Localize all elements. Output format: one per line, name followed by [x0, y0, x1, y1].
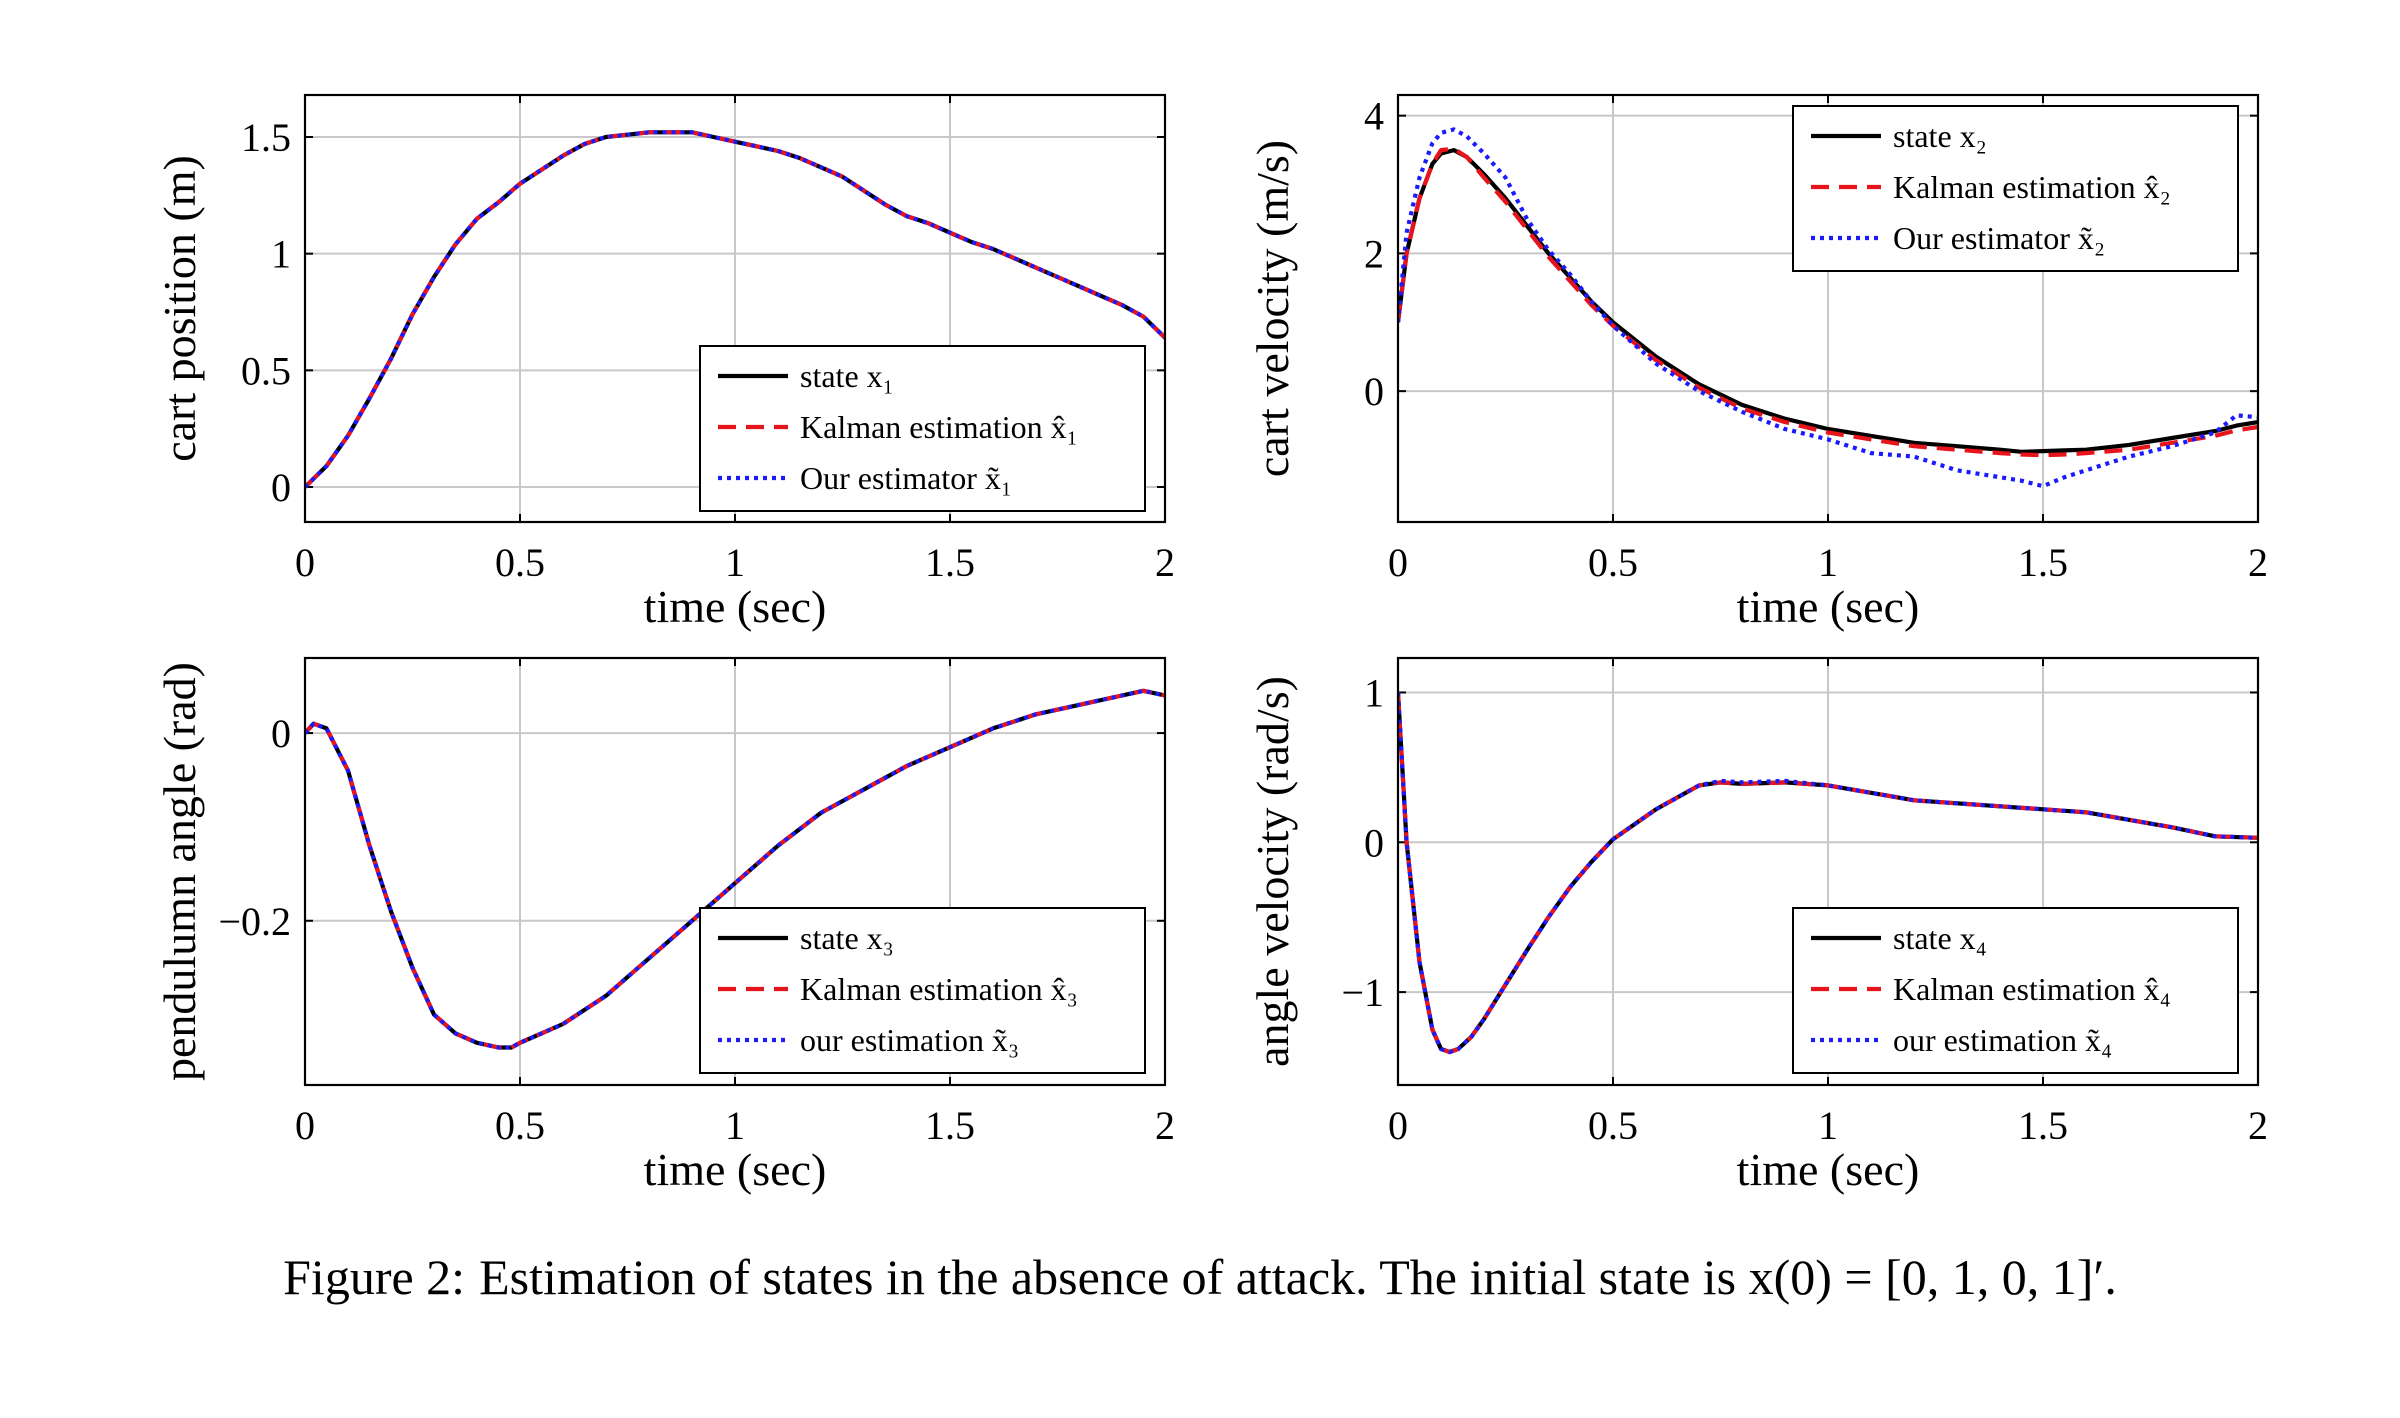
- x-axis-label: time (sec): [1737, 1144, 1920, 1195]
- x-tick-label: 0.5: [495, 1103, 545, 1148]
- x-tick-label: 0.5: [495, 540, 545, 585]
- x-tick-label: 2: [1155, 540, 1175, 585]
- x-tick-label: 1: [725, 1103, 745, 1148]
- y-tick-label: −1: [1341, 970, 1384, 1015]
- x-tick-label: 0: [1388, 1103, 1408, 1148]
- legend-label-3: Our estimator x̃₁: [800, 460, 1012, 496]
- y-tick-label: 1: [1364, 670, 1384, 715]
- legend: state x₃ Kalman estimation x̂₃ our estimat…: [699, 907, 1146, 1074]
- x-tick-label: 0: [295, 540, 315, 585]
- y-axis-label: pendulumn angle (rad): [154, 662, 205, 1081]
- y-tick-label: 1.5: [241, 115, 291, 160]
- x-tick-label: 1.5: [925, 1103, 975, 1148]
- x-tick-label: 1.5: [2018, 1103, 2068, 1148]
- x-axis-label: time (sec): [644, 581, 827, 632]
- figure-caption: Figure 2: Estimation of states in the abs…: [0, 1248, 2400, 1306]
- series-line-1: [1398, 148, 2258, 454]
- legend-label-3: Our estimator x̃₂: [1893, 220, 2105, 256]
- x-tick-label: 2: [2248, 540, 2268, 585]
- series-line-3: [1398, 692, 2258, 1055]
- x-tick-label: 2: [1155, 1103, 1175, 1148]
- y-tick-label: 0: [1364, 820, 1384, 865]
- y-tick-label: 2: [1364, 231, 1384, 276]
- legend-label-2: Kalman estimation x̂₂: [1893, 169, 2171, 205]
- x-axis-label: time (sec): [644, 1144, 827, 1195]
- chart-panel-4: 0 0.5 1 1.5 2 1 0 −1 time (sec) angle velocity (r…: [1247, 656, 2268, 1195]
- x-tick-label: 1.5: [2018, 540, 2068, 585]
- legend-label-3: our estimation x̃₄: [1893, 1022, 2112, 1058]
- caption-label: Figure 2:: [283, 1249, 466, 1305]
- x-tick-label: 2: [2248, 1103, 2268, 1148]
- x-tick-label: 1.5: [925, 540, 975, 585]
- x-tick-label: 1: [1818, 1103, 1838, 1148]
- chart-panel-1: 0 0.5 1 1.5 2 0 0.5 1 1.5 time (sec) cart position…: [154, 93, 1175, 632]
- legend-label-3: our estimation x̃₃: [800, 1022, 1019, 1058]
- y-axis-label: cart position (m): [154, 155, 205, 462]
- x-tick-label: 0: [1388, 540, 1408, 585]
- x-tick-label: 1: [1818, 540, 1838, 585]
- series-line-3: [305, 688, 1165, 1050]
- plot-frame: [1396, 656, 2260, 1087]
- legend: state x₂ Kalman estimation x̂₂ Our estimat…: [1792, 105, 2239, 272]
- series-line-2: [1398, 146, 2258, 458]
- legend-label-1: state x₁: [800, 358, 894, 394]
- legend-label-1: state x₄: [1893, 920, 1987, 956]
- series-line-3: [305, 130, 1165, 489]
- y-tick-label: 0: [1364, 369, 1384, 414]
- chart-panel-3: 0 0.5 1 1.5 2 0 −0.2 time (sec) pendulumn angle …: [154, 656, 1175, 1195]
- x-tick-label: 0.5: [1588, 540, 1638, 585]
- plot-frame: [303, 93, 1167, 524]
- x-tick-label: 1: [725, 540, 745, 585]
- legend-label-1: state x₂: [1893, 118, 1987, 154]
- y-tick-label: −0.2: [218, 899, 291, 944]
- x-tick-label: 0: [295, 1103, 315, 1148]
- legend: state x₁ Kalman estimation x̂₁ Our estimat…: [699, 345, 1146, 512]
- chart-panel-2: 0 0.5 1 1.5 2 0 2 4 time (sec) cart velocity (m/s…: [1247, 94, 2268, 632]
- x-axis-label: time (sec): [1737, 581, 1920, 632]
- series-line-3: [1398, 127, 2258, 489]
- y-tick-label: 0: [271, 711, 291, 756]
- caption-text: Estimation of states in the absence of a…: [479, 1249, 2117, 1305]
- legend-label-2: Kalman estimation x̂₃: [800, 971, 1078, 1007]
- plot-frame: [303, 656, 1167, 1087]
- legend-label-1: state x₃: [800, 920, 894, 956]
- y-tick-label: 0: [271, 465, 291, 510]
- y-axis-label: cart velocity (m/s): [1247, 140, 1298, 477]
- plot-frame: [1396, 93, 2260, 524]
- y-tick-label: 4: [1364, 94, 1384, 139]
- y-tick-label: 1: [271, 232, 291, 277]
- legend-label-2: Kalman estimation x̂₄: [1893, 971, 2171, 1007]
- y-tick-label: 0.5: [241, 348, 291, 393]
- legend: state x₄ Kalman estimation x̂₄ our estimat…: [1792, 907, 2239, 1074]
- legend-label-2: Kalman estimation x̂₁: [800, 409, 1078, 445]
- y-axis-label: angle velocity (rad/s): [1247, 676, 1298, 1067]
- x-tick-label: 0.5: [1588, 1103, 1638, 1148]
